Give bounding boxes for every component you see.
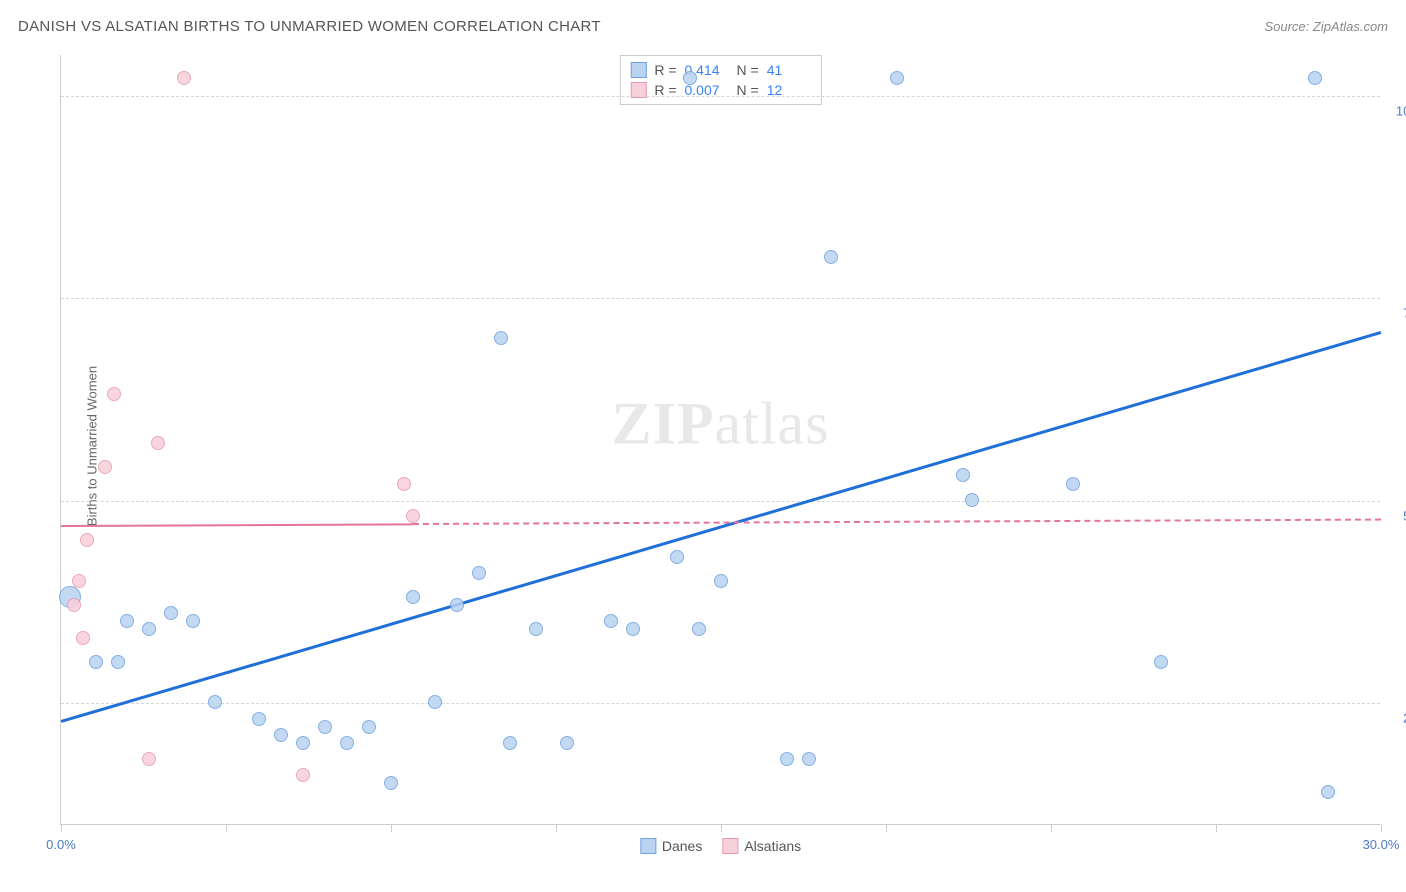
data-point (120, 614, 134, 628)
data-point (1308, 71, 1322, 85)
data-point (670, 550, 684, 564)
data-point (208, 695, 222, 709)
data-point (683, 71, 697, 85)
data-point (965, 493, 979, 507)
data-point (406, 509, 420, 523)
stats-row: R =0.414N =41 (630, 60, 810, 80)
data-point (714, 574, 728, 588)
gridline (61, 96, 1380, 97)
data-point (89, 655, 103, 669)
data-point (824, 250, 838, 264)
x-tick (61, 824, 62, 832)
data-point (529, 622, 543, 636)
data-point (340, 736, 354, 750)
legend-swatch (630, 62, 646, 78)
y-tick-label: 100.0% (1396, 103, 1406, 118)
data-point (296, 736, 310, 750)
data-point (274, 728, 288, 742)
legend-item: Alsatians (722, 838, 801, 854)
data-point (450, 598, 464, 612)
data-point (503, 736, 517, 750)
r-label: R = (654, 62, 676, 78)
gridline (61, 703, 1380, 704)
legend-swatch (640, 838, 656, 854)
stats-box: R =0.414N =41R =0.007N =12 (619, 55, 821, 105)
data-point (67, 598, 81, 612)
data-point (604, 614, 618, 628)
plot-area: ZIPatlas R =0.414N =41R =0.007N =12 Dane… (60, 55, 1380, 825)
data-point (1066, 477, 1080, 491)
data-point (626, 622, 640, 636)
n-value: 41 (767, 62, 811, 78)
legend-item: Danes (640, 838, 702, 854)
x-tick (226, 824, 227, 832)
data-point (494, 331, 508, 345)
data-point (164, 606, 178, 620)
data-point (780, 752, 794, 766)
data-point (177, 71, 191, 85)
data-point (428, 695, 442, 709)
trend-line (61, 331, 1382, 722)
x-tick-label: 30.0% (1363, 837, 1400, 852)
x-tick (1216, 824, 1217, 832)
data-point (384, 776, 398, 790)
trend-line (413, 519, 1381, 525)
data-point (1154, 655, 1168, 669)
gridline (61, 501, 1380, 502)
stats-row: R =0.007N =12 (630, 80, 810, 100)
data-point (186, 614, 200, 628)
n-label: N = (737, 62, 759, 78)
x-tick (1381, 824, 1382, 832)
data-point (956, 468, 970, 482)
legend-swatch (722, 838, 738, 854)
gridline (61, 298, 1380, 299)
watermark: ZIPatlas (612, 390, 830, 459)
x-tick (1051, 824, 1052, 832)
data-point (76, 631, 90, 645)
data-point (72, 574, 86, 588)
x-tick-label: 0.0% (46, 837, 76, 852)
data-point (80, 533, 94, 547)
data-point (98, 460, 112, 474)
data-point (890, 71, 904, 85)
source-label: Source: ZipAtlas.com (1264, 19, 1388, 34)
trend-line (61, 523, 413, 527)
x-tick (721, 824, 722, 832)
data-point (362, 720, 376, 734)
data-point (560, 736, 574, 750)
data-point (318, 720, 332, 734)
data-point (142, 622, 156, 636)
data-point (472, 566, 486, 580)
data-point (252, 712, 266, 726)
chart-title: DANISH VS ALSATIAN BIRTHS TO UNMARRIED W… (18, 18, 601, 35)
data-point (107, 387, 121, 401)
x-tick (391, 824, 392, 832)
x-tick (886, 824, 887, 832)
data-point (1321, 785, 1335, 799)
data-point (406, 590, 420, 604)
data-point (692, 622, 706, 636)
data-point (397, 477, 411, 491)
x-tick (556, 824, 557, 832)
legend: Danes Alsatians (640, 838, 801, 854)
data-point (296, 768, 310, 782)
data-point (142, 752, 156, 766)
data-point (111, 655, 125, 669)
legend-label: Alsatians (744, 838, 801, 854)
legend-label: Danes (662, 838, 702, 854)
data-point (151, 436, 165, 450)
data-point (802, 752, 816, 766)
